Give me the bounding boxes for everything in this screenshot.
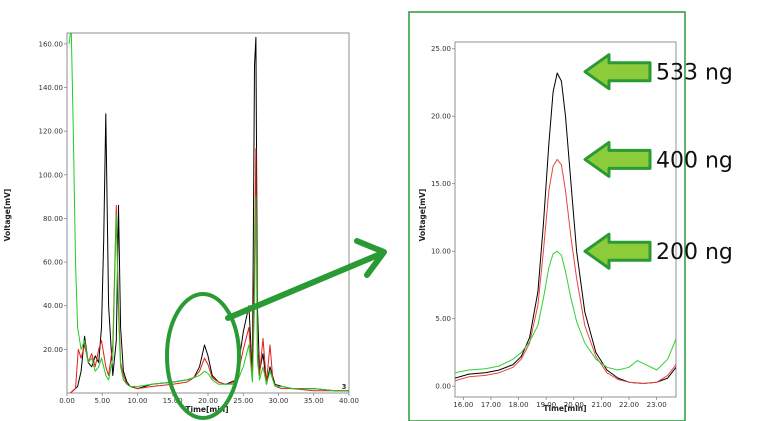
- zoom-region-ellipse: [165, 292, 241, 420]
- annotation-label: 400 ng: [656, 148, 733, 173]
- overview-x-tick-label: 35.00: [304, 397, 324, 405]
- annotation-arrow: [583, 140, 652, 178]
- zoomed-y-tick-label: 25.00: [431, 45, 451, 53]
- zoomed-x-tick-label: 17.00: [481, 401, 501, 409]
- annotation-arrow: [583, 53, 652, 91]
- overview-y-ticks: 20.00 40.00 60.00 80.00 100.00 120.00 140.00 16…: [39, 40, 67, 354]
- overview-y-tick-label: 140.00: [39, 84, 64, 92]
- overview-x-tick-label: 20.00: [198, 397, 218, 405]
- zoomed-y-tick-label: 0.00: [435, 383, 451, 391]
- zoomed-y-tick-label: 15.00: [431, 180, 451, 188]
- zoomed-y-tick-label: 5.00: [435, 315, 451, 323]
- overview-x-ticks: 0.00 5.00 10.00 15.00 20.00 25.00 30.00 35.00 40…: [59, 393, 359, 405]
- zoomed-x-axis-label: Time[min]: [543, 404, 586, 413]
- zoomed-x-tick-label: 22.00: [619, 401, 639, 409]
- overview-x-tick-label: 15.00: [163, 397, 183, 405]
- zoomed-x-tick-label: 21.00: [591, 401, 611, 409]
- concentration-annotations: 533 ng 400 ng 200 ng: [583, 53, 733, 270]
- zoomed-y-ticks: 0.00 5.00 10.00 15.00 20.00 25.00: [431, 45, 455, 391]
- zoomed-x-ticks: 16.00 17.00 18.00 19.00 20.00 21.00 22.00 23.00: [453, 397, 667, 409]
- overview-y-tick-label: 40.00: [43, 302, 63, 310]
- zoomed-x-tick-label: 20.00: [564, 401, 584, 409]
- zoomed-y-axis-label: Voltage[mV]: [418, 189, 427, 242]
- overview-x-axis-label: Time[min]: [185, 405, 228, 414]
- zoomed-plot-area: [454, 41, 677, 398]
- overview-trace-3: [68, 33, 349, 392]
- overview-x-tick-label: 5.00: [94, 397, 110, 405]
- zoomed-y-tick-label: 20.00: [431, 113, 451, 121]
- zoomed-x-tick-label: 16.00: [453, 401, 473, 409]
- overview-y-tick-label: 60.00: [43, 259, 63, 267]
- zoomed-traces: [455, 72, 676, 384]
- overview-y-tick-label: 100.00: [39, 171, 64, 179]
- overview-y-tick-label: 80.00: [43, 215, 63, 223]
- overview-plot-area: [66, 32, 350, 394]
- overview-corner-label: 3: [342, 383, 347, 391]
- zoomed-y-tick-label: 10.00: [431, 248, 451, 256]
- zoomed-trace-2: [455, 158, 676, 384]
- overview-x-tick-label: 10.00: [127, 397, 147, 405]
- overview-x-tick-label: 0.00: [59, 397, 75, 405]
- overview-y-tick-label: 20.00: [43, 346, 63, 354]
- zoom-pointer-arrow: [225, 238, 387, 321]
- overview-traces: [68, 33, 349, 393]
- overview-y-tick-label: 160.00: [39, 40, 64, 48]
- overview-y-axis-label: Voltage[mV]: [3, 189, 12, 242]
- zoomed-x-tick-label: 19.00: [536, 401, 556, 409]
- overview-x-tick-label: 25.00: [233, 397, 253, 405]
- overview-x-tick-label: 40.00: [339, 397, 359, 405]
- annotation-arrow: [583, 232, 652, 270]
- overview-x-tick-label: 30.00: [268, 397, 288, 405]
- zoomed-x-tick-label: 18.00: [509, 401, 529, 409]
- overview-chromatogram: 20.00 40.00 60.00 80.00 100.00 120.00 140.00 16…: [3, 32, 359, 414]
- annotation-label: 200 ng: [656, 240, 733, 265]
- annotation-label: 533 ng: [656, 61, 733, 86]
- zoomed-x-tick-label: 23.00: [647, 401, 667, 409]
- overview-y-tick-label: 120.00: [39, 128, 64, 136]
- zoomed-trace-3: [455, 250, 676, 374]
